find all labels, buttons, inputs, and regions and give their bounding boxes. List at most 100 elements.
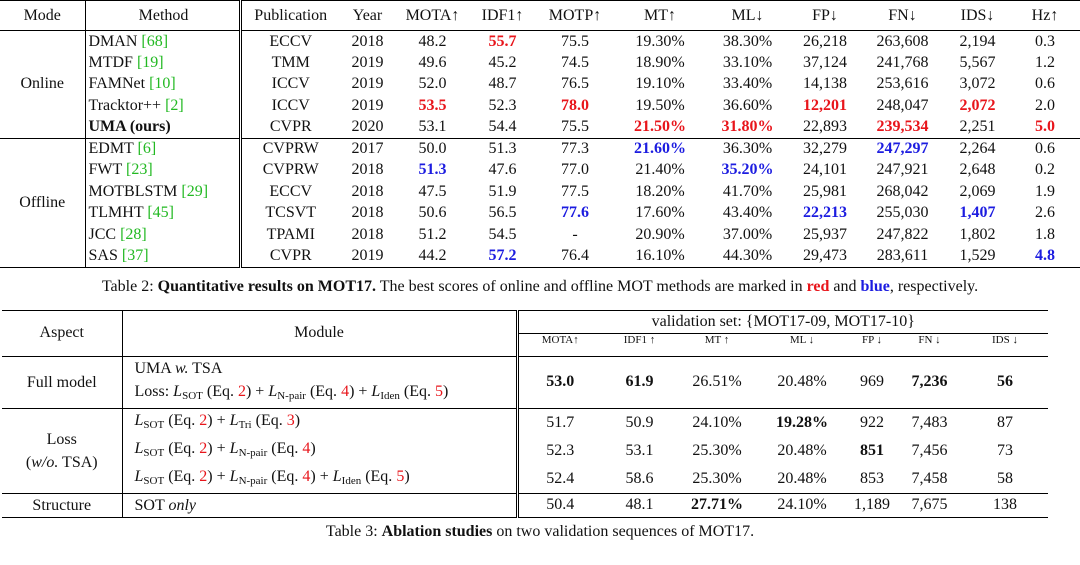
- cell: 52.0: [418, 75, 447, 93]
- cell: 76.4: [561, 247, 589, 264]
- header-row: Mode Method Publication Year MOTA↑ IDF1↑ MOTP↑…: [0, 0, 1080, 31]
- text-segment: Ablation studies: [381, 522, 493, 540]
- cell: 50.4: [517, 492, 602, 517]
- cell: 1,407: [959, 204, 996, 222]
- text-segment: The best scores of online and offline MO…: [376, 277, 807, 295]
- header-cell: ML ↓: [757, 332, 847, 356]
- text-segment: Structure: [32, 496, 92, 514]
- cell: 49.6: [418, 53, 447, 71]
- cell: 2019: [351, 96, 384, 114]
- cell: 20.48%: [777, 469, 827, 487]
- cell: ICCV: [271, 96, 310, 114]
- method-name: Tracktor++: [88, 96, 162, 114]
- cell: TPAMI: [266, 225, 315, 243]
- cell: 2018: [351, 225, 384, 243]
- method-cell: UMA (ours): [85, 116, 242, 138]
- cell: 25,937: [803, 225, 847, 243]
- text-segment: w/o.: [31, 453, 59, 471]
- cell: 41.70%: [722, 182, 773, 200]
- cell: 4.8: [1035, 247, 1055, 264]
- cell: 1,802: [959, 225, 996, 243]
- module-cell: LSOT (Eq. 2) + LTri (Eq. 3): [122, 407, 519, 437]
- cell: 21.50%: [634, 118, 686, 135]
- cell: 77.0: [561, 161, 589, 179]
- method-cell: DMAN [68]: [85, 30, 242, 52]
- cell: 76.5: [561, 75, 589, 93]
- module-line: LSOT (Eq. 2) + LTri (Eq. 3): [135, 409, 516, 437]
- module-line: SOT only: [135, 494, 516, 517]
- aspect-line: Full model: [2, 371, 122, 394]
- data-row: Full model UMA w. TSA Loss: LSOT (Eq. 2) +…: [2, 355, 1049, 408]
- data-row: Loss (w/o. TSA) LSOT (Eq. 2) + LTri (Eq. 3…: [2, 407, 1049, 493]
- cell: 51.9: [488, 182, 517, 200]
- text-segment: L: [229, 467, 239, 485]
- cell: 7,483: [897, 407, 962, 437]
- cell: 78.0: [561, 96, 589, 114]
- header-cell: IDS ↓: [962, 332, 1049, 356]
- text-segment: ) +: [245, 382, 269, 400]
- cell: 29,473: [803, 247, 847, 264]
- text-segment: (: [25, 453, 32, 471]
- data-row: Online DMAN [68] ECCV 2018 48.2 55.7 75.5 19.30…: [0, 30, 1080, 138]
- cell: 3,072: [959, 75, 996, 93]
- cell: 18.20%: [635, 182, 685, 200]
- module-cell: LSOT (Eq. 2) + LN-pair (Eq. 4): [122, 436, 519, 465]
- header-cell: FN ↓: [897, 332, 962, 356]
- citation: [19]: [136, 53, 164, 71]
- cell: 56: [962, 355, 1049, 408]
- cell: 19.30%: [615, 30, 705, 52]
- cell: 12,201: [803, 96, 847, 114]
- table3-caption: Table 3: Ablation studies on two validat…: [0, 523, 1080, 541]
- module-line: Loss: LSOT (Eq. 2) + LN-pair (Eq. 4) + L…: [135, 380, 516, 408]
- cell: 77.6: [561, 204, 589, 222]
- cell: 2018: [351, 182, 384, 200]
- cell: 58: [997, 469, 1014, 487]
- text-segment: L: [134, 439, 144, 457]
- text-segment: SOT: [182, 389, 203, 402]
- table2-caption: Table 2: Quantitative results on MOT17. …: [0, 274, 1080, 300]
- text-segment: N-pair: [238, 446, 268, 459]
- cell: 24,101: [803, 161, 847, 179]
- cell: 2,648: [959, 161, 996, 179]
- text-segment: only: [168, 496, 196, 514]
- text-segment: L: [134, 411, 144, 429]
- citation: [29]: [181, 182, 209, 200]
- cell: 2,194: [945, 30, 1010, 52]
- header-cell: MOTA↑: [395, 0, 470, 31]
- cell: 33.40%: [722, 75, 773, 93]
- cell: 50.9: [602, 407, 677, 437]
- citation: [28]: [120, 225, 147, 243]
- cell: 20.90%: [635, 225, 685, 243]
- cell: 7,675: [897, 492, 962, 517]
- cell: 21.60%: [615, 137, 705, 160]
- cell: 75.5: [535, 30, 615, 52]
- header-cell: MT↑: [615, 0, 705, 31]
- cell: 57.2: [488, 247, 517, 264]
- results-table: Mode Method Publication Year MOTA↑ IDF1↑ MOTP↑…: [0, 0, 1080, 268]
- header-cell: FP ↓: [847, 332, 897, 356]
- text-segment: ): [310, 439, 316, 457]
- cell: 75.5: [561, 118, 589, 135]
- data-row: TLMHT [45] TCSVT 2018 50.6 56.5 77.6 17.60% 43.…: [0, 202, 1080, 224]
- header-cell: MT ↑: [677, 332, 757, 356]
- method-name: DMAN: [88, 32, 138, 50]
- text-segment: N-pair: [277, 389, 306, 402]
- text-segment: (Eq.: [164, 411, 200, 429]
- cell: 53.5: [418, 96, 447, 114]
- text-segment: L: [229, 411, 239, 429]
- method-cell: EDMT [6]: [85, 137, 242, 160]
- citation: [45]: [147, 204, 174, 222]
- method-name: UMA (ours): [88, 118, 171, 135]
- cell: 247,921: [876, 161, 929, 179]
- header-cell: MOTP↑: [535, 0, 615, 31]
- cell: 253,616: [876, 75, 929, 93]
- header-cell: ML↓: [705, 0, 790, 31]
- cell: 52.3: [488, 96, 517, 114]
- cell: 0.6: [1035, 75, 1055, 93]
- citation: [23]: [125, 161, 153, 179]
- cell: 51.3: [470, 137, 535, 160]
- cell: 25.30%: [692, 469, 742, 487]
- text-segment: L: [173, 382, 183, 400]
- text-segment: UMA: [134, 359, 175, 377]
